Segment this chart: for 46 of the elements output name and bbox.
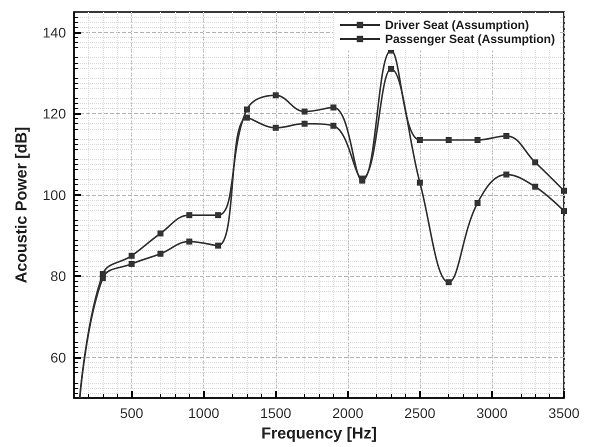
point (474, 200, 481, 206)
point (388, 66, 394, 72)
point (128, 252, 135, 259)
point (532, 159, 538, 166)
point (272, 124, 279, 131)
point (100, 275, 106, 282)
point (157, 250, 164, 257)
y-tick-label: 80 (50, 268, 66, 284)
point (446, 279, 452, 286)
point (215, 212, 222, 218)
y-axis-title: Acoustic Power [dB] (14, 126, 30, 284)
point (474, 136, 481, 143)
point (215, 242, 222, 249)
legend-label: Passenger Seat (Assumption) (384, 32, 556, 46)
y-tick-label: 100 (42, 186, 66, 203)
y-tick-label: 60 (50, 349, 66, 366)
point (186, 238, 192, 245)
point (302, 120, 308, 127)
x-tick-label: 3000 (476, 405, 508, 421)
point (416, 180, 423, 186)
x-tick-label: 500 (120, 405, 144, 421)
point (157, 230, 164, 236)
point (302, 108, 308, 115)
x-tick-label: 1500 (260, 405, 292, 421)
x-tick-label: 3500 (548, 405, 580, 421)
point (272, 92, 279, 98)
point (416, 136, 423, 143)
point (446, 136, 452, 143)
point (128, 260, 135, 267)
legend-label: Driver Seat (Assumption) (384, 18, 529, 32)
point (330, 104, 336, 110)
point (503, 132, 510, 139)
point (561, 188, 567, 194)
point (330, 122, 336, 129)
point (186, 212, 192, 218)
point (532, 184, 538, 190)
x-tick-label: 1000 (188, 405, 220, 421)
point (561, 208, 567, 214)
point (503, 172, 510, 178)
point (244, 106, 250, 113)
y-tick-label: 120 (42, 106, 66, 122)
y-tick-label: 140 (42, 24, 66, 40)
x-tick-label: 2500 (404, 405, 436, 421)
x-axis-title: Frequency [Hz] (261, 426, 377, 442)
point (244, 114, 250, 121)
x-tick-label: 2000 (332, 405, 364, 421)
